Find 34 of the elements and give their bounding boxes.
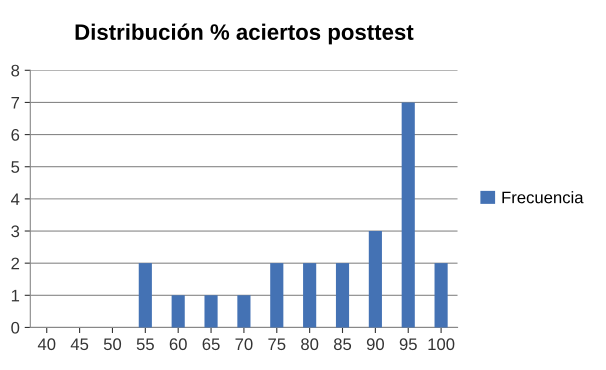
bar	[270, 263, 284, 328]
bar	[368, 231, 382, 328]
x-tick-label: 100	[428, 338, 454, 350]
y-tick-label: 3	[11, 225, 20, 238]
bar	[138, 263, 152, 328]
x-tick-label: 50	[104, 338, 122, 350]
bar	[303, 263, 316, 328]
x-tick-label: 70	[236, 338, 253, 350]
bar	[204, 295, 218, 328]
x-tick-label: 75	[268, 338, 286, 350]
y-tick-label: 5	[11, 161, 20, 173]
x-tick-label: 85	[334, 338, 352, 350]
bar	[434, 263, 448, 328]
y-tick-label: 1	[12, 290, 20, 302]
bar	[402, 102, 415, 328]
x-tick-label: 65	[202, 338, 220, 350]
x-tick-label: 80	[301, 338, 318, 350]
x-tick-label: 60	[170, 338, 187, 350]
x-tick-label: 40	[38, 338, 56, 350]
bar	[172, 295, 185, 328]
y-tick-label: 0	[11, 322, 20, 334]
x-tick-label: 55	[136, 338, 154, 350]
y-tick-label: 8	[11, 64, 20, 77]
x-tick-label: 95	[400, 338, 417, 350]
bar	[237, 295, 250, 328]
chart-title: Distribución % aciertos posttest	[76, 23, 414, 44]
legend-label: Frecuencia	[502, 191, 584, 204]
x-tick-label: 45	[70, 338, 88, 350]
y-tick-label: 2	[11, 258, 20, 270]
x-tick-label: 90	[366, 338, 384, 350]
y-tick-label: 4	[11, 193, 20, 205]
y-tick-label: 7	[11, 97, 20, 108]
y-tick-label: 6	[11, 128, 20, 141]
bar	[336, 263, 350, 328]
